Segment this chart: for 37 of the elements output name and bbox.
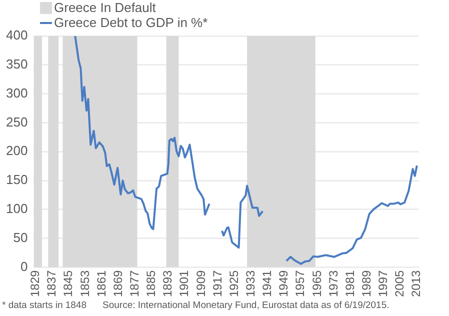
text: * data starts in 1848 [2, 300, 86, 311]
x-tick-label: 1957 [293, 270, 308, 298]
y-tick-label: 400 [6, 28, 28, 43]
x-tick-label: 1885 [144, 270, 158, 298]
source-note: Source: International Monetary Fund, Eurostat data as of 6/19/2015. [102, 300, 390, 311]
x-tick-label: 1941 [260, 270, 274, 298]
legend-label: Greece In Default [54, 0, 156, 15]
x-tick-label: 1829 [28, 270, 42, 298]
y-tick-label: 0 [20, 258, 28, 274]
x-tick-label: 1925 [226, 270, 241, 298]
x-tick-label: 2013 [409, 270, 424, 298]
x-tick-label: 2005 [392, 270, 407, 298]
x-tick-label: 1989 [360, 270, 374, 298]
x-tick-label: 1965 [310, 270, 324, 298]
x-tick-label: 1901 [177, 270, 192, 298]
x-tick-label: 1981 [342, 270, 357, 298]
y-tick-label: 300 [6, 85, 28, 100]
x-tick-label: 1877 [128, 270, 142, 298]
y-tick-label: 350 [6, 56, 28, 72]
x-tick-label: 1933 [244, 270, 258, 298]
y-tick-label: 250 [6, 114, 28, 130]
x-tick-label: 1845 [61, 270, 76, 298]
x-tick-label: 1973 [326, 270, 340, 298]
legend-label: Greece Debt to GDP in %* [54, 15, 208, 30]
y-tick-label: 100 [6, 201, 28, 216]
x-tick-label: 1837 [44, 270, 59, 298]
x-tick-label: 1997 [376, 270, 390, 298]
x-tick-label: 1949 [276, 270, 291, 298]
y-tick-label: 150 [6, 172, 28, 188]
x-tick-label: 1893 [160, 270, 175, 298]
x-tick-label: 1869 [110, 270, 125, 298]
x-tick-label: 1909 [194, 270, 208, 298]
y-tick-label: 50 [13, 230, 28, 245]
x-tick-label: 1853 [78, 270, 92, 298]
x-tick-label: 1861 [94, 270, 108, 298]
y-tick-label: 200 [6, 143, 28, 158]
x-tick-label: 1917 [210, 270, 224, 298]
